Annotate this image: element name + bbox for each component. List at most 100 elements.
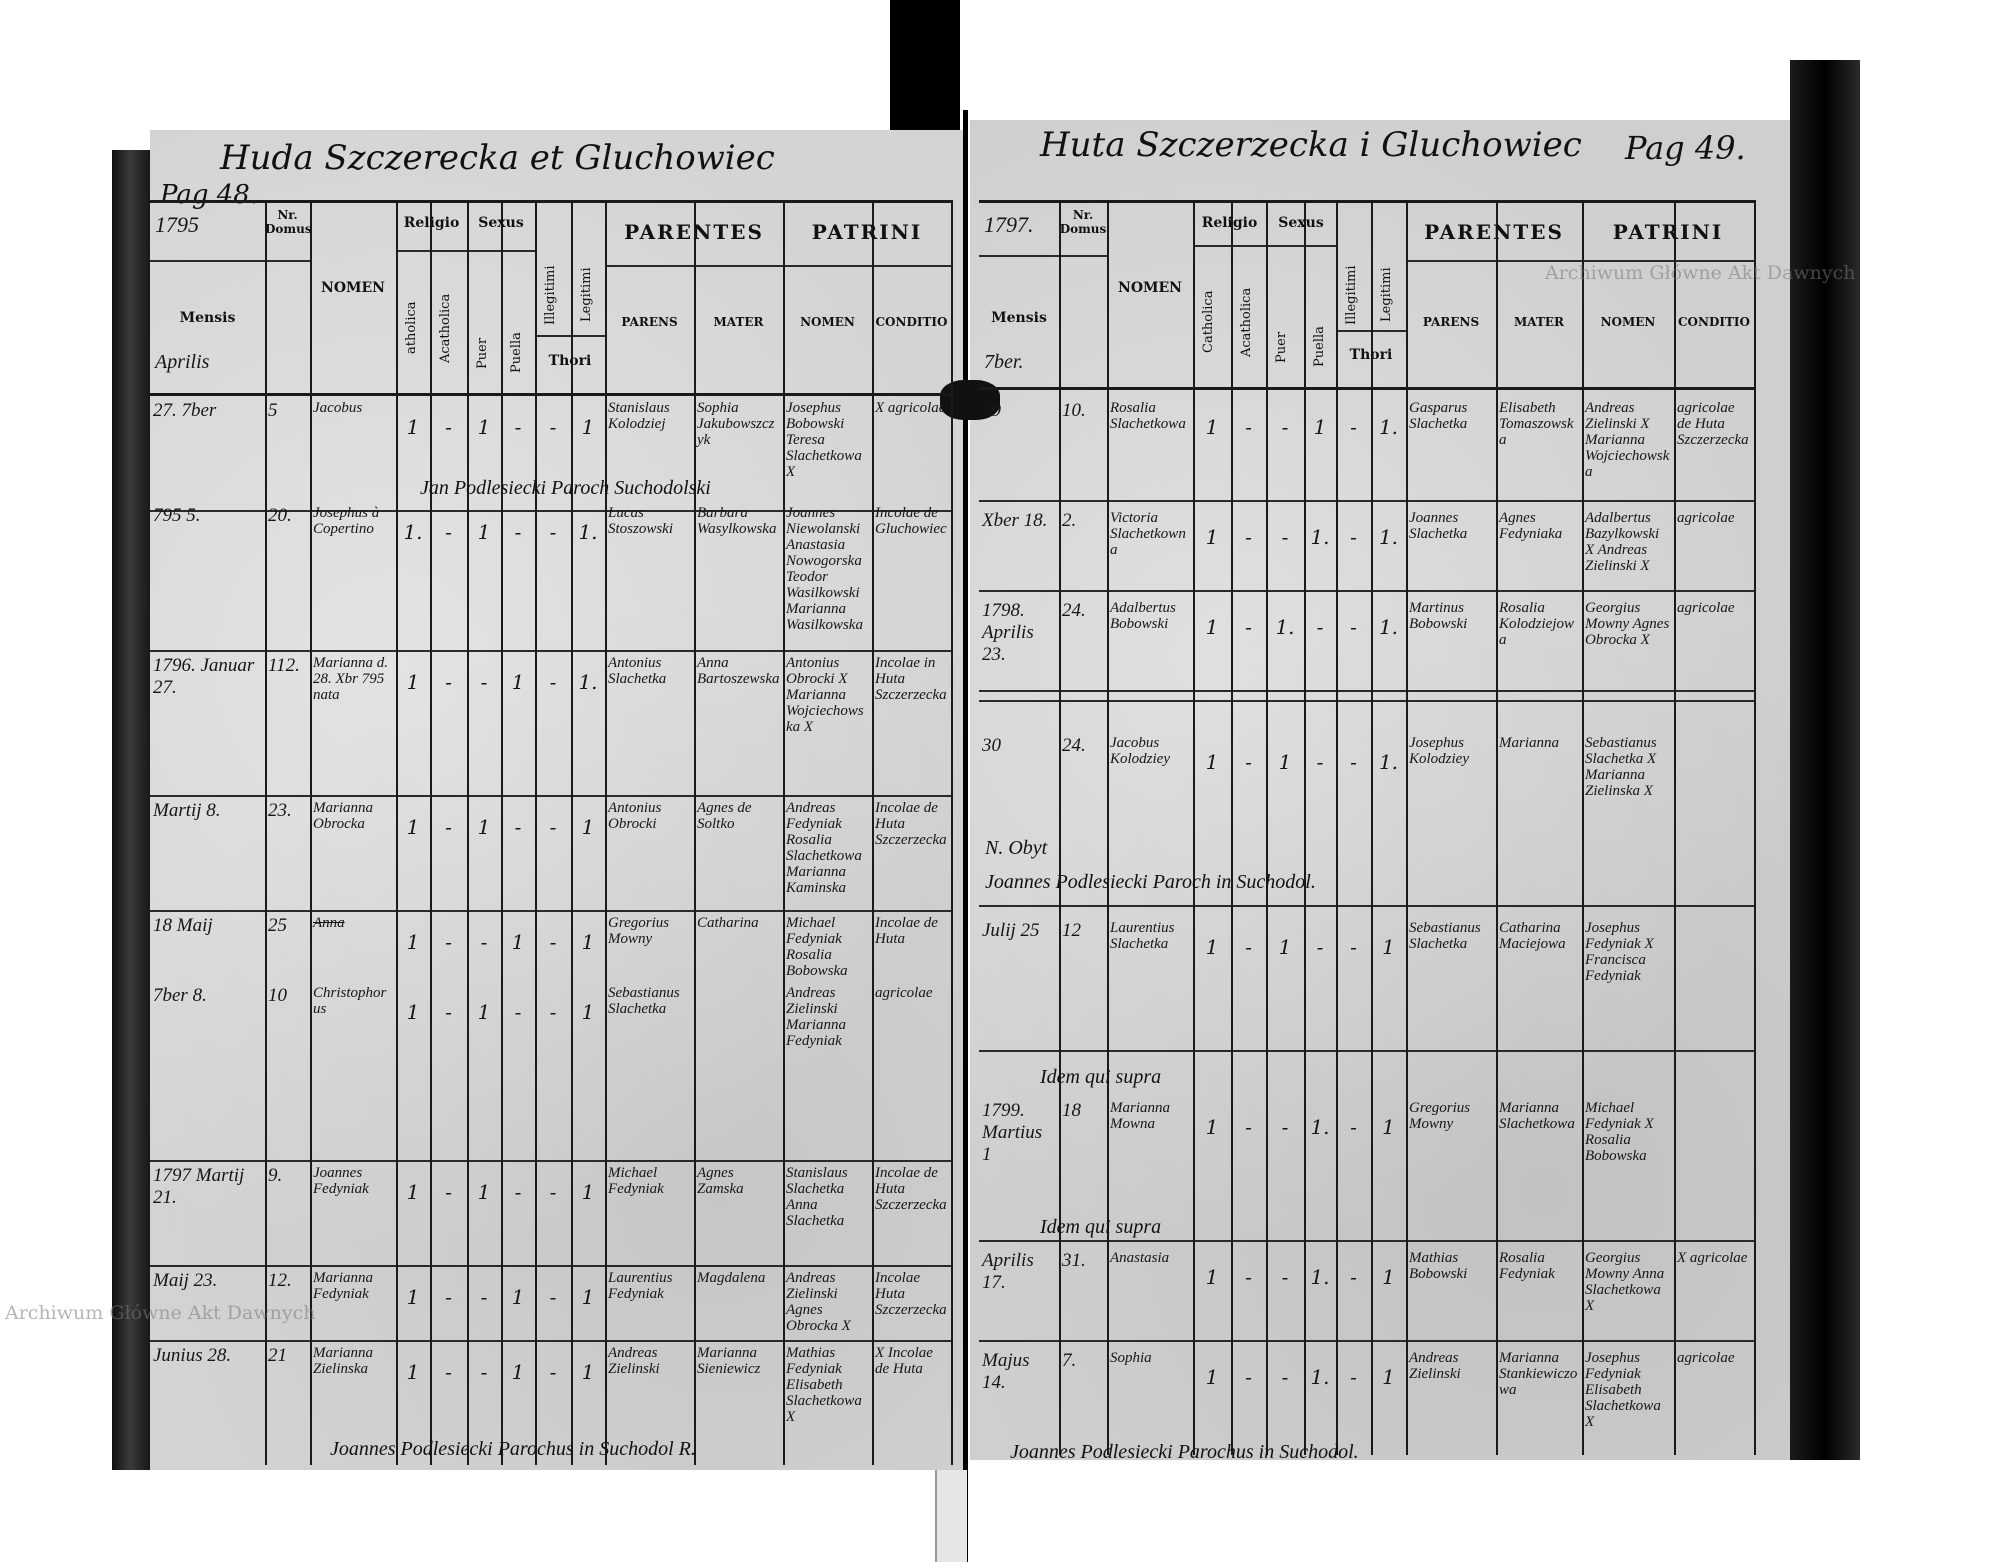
row-divider	[979, 500, 1754, 502]
entry-conditio: X Incolae de Huta	[875, 1345, 933, 1377]
entry-illeg: -	[1350, 415, 1357, 439]
entry-date: 18 Maij	[153, 915, 213, 936]
entry-nr: 10	[268, 985, 287, 1006]
gutter-clip	[890, 0, 960, 130]
column-rule	[1496, 200, 1498, 1455]
entry-cath: 1.	[403, 520, 423, 544]
month-label: Aprilis	[155, 351, 210, 373]
header-mid-rule	[605, 265, 951, 267]
entry-illeg: -	[549, 415, 557, 439]
acatholica-header: Acatholica	[1239, 287, 1254, 357]
row-divider	[979, 905, 1754, 907]
entry-parens: Gregorius Mowny	[1409, 1100, 1471, 1132]
entry-patrini: Josephus Bobowski Teresa Slachetkowa X	[786, 400, 862, 480]
entry-cath: 1	[406, 415, 420, 439]
entry-parens: Andreas Zielinski	[608, 1345, 660, 1377]
row-divider	[979, 690, 1754, 692]
entry-illeg: -	[1350, 1115, 1357, 1139]
conditio-header: CONDITIO	[1678, 315, 1750, 329]
entry-patrini: Joannes Niewolanski Anastasia Nowogorska…	[786, 505, 863, 633]
entry-acath: -	[1245, 525, 1252, 549]
catholica-header: atholica	[404, 301, 419, 355]
annotation-note: N. Obyt	[985, 837, 1048, 859]
entry-puella: 1.	[1310, 525, 1330, 549]
entry-parens: Laurentius Fedyniak	[608, 1270, 673, 1302]
entry-patrini: Michael Fedyniak X Rosalia Bobowska	[1585, 1100, 1654, 1164]
entry-patrini: Adalbertus Bazylkowski X Andreas Zielins…	[1585, 510, 1660, 574]
entry-parens: Antonius Slachetka	[608, 655, 667, 687]
puer-header: Puer	[475, 337, 490, 369]
entry-leg: 1	[581, 415, 595, 439]
entry-leg: 1	[1382, 1265, 1395, 1289]
left-page-number: Pag 48.	[160, 180, 259, 210]
entry-date: Xber 18.	[982, 510, 1048, 531]
entry-leg: 1.	[1378, 525, 1399, 549]
column-rule	[1754, 200, 1756, 1455]
entry-nr: 12.	[268, 1270, 292, 1291]
entry-leg: 1	[1382, 1365, 1395, 1389]
header-bottom-rule	[150, 393, 951, 396]
entry-puella: -	[514, 815, 522, 839]
entry-conditio: Incolae de Huta	[875, 915, 938, 947]
entry-acath: -	[1245, 1265, 1252, 1289]
entry-leg: 1	[581, 1000, 595, 1024]
entry-puella: -	[1316, 750, 1324, 774]
entry-conditio: agricolae de Huta Szczerzecka	[1677, 400, 1749, 448]
entry-patrini: Andreas Zielinski X Marianna Wojciechows…	[1585, 400, 1670, 480]
entry-date: 1798. Aprilis 23.	[982, 600, 1034, 665]
watermark-bottom: Archiwum Główne Akt Dawnych	[5, 1302, 316, 1324]
entry-cath: 1	[1205, 750, 1219, 774]
entry-parens: Stanislaus Kolodziej	[608, 400, 670, 432]
entry-leg: 1	[581, 930, 595, 954]
entry-illeg: -	[1350, 615, 1357, 639]
entry-illeg: -	[549, 520, 557, 544]
entry-date: 7ber 8.	[153, 985, 207, 1006]
entry-nomen: Christophorus	[313, 985, 387, 1017]
book-edge-right	[1790, 60, 1860, 1460]
entry-puella: -	[1316, 615, 1324, 639]
entry-nomen: Laurentius Slachetka	[1110, 920, 1175, 952]
entry-mater: Elisabeth Tomaszowska	[1499, 400, 1574, 448]
entry-leg: 1	[581, 1180, 595, 1204]
header-mid-rule	[1406, 260, 1754, 262]
entry-puer: -	[1281, 1115, 1289, 1139]
entry-cath: 1	[1205, 525, 1219, 549]
column-rule	[694, 200, 696, 1465]
entry-acath: -	[1245, 935, 1252, 959]
entry-nomen: Sophia	[1110, 1350, 1152, 1366]
entry-puer: 1	[1278, 935, 1292, 959]
entry-nomen: Joannes Fedyniak	[313, 1165, 369, 1197]
right-page-number: Pag 49.	[1625, 129, 1746, 167]
entry-cath: 1	[406, 1000, 420, 1024]
entry-puer: 1	[477, 815, 491, 839]
entry-puer: 1	[477, 1180, 491, 1204]
header-mid-rule	[396, 250, 535, 252]
entry-cath: 1	[1205, 415, 1219, 439]
entry-date: Aprilis 17.	[982, 1250, 1034, 1293]
entry-nomen: Anastasia	[1110, 1250, 1170, 1266]
entry-leg: 1	[581, 1285, 595, 1309]
entry-conditio: Incolae de Huta Szczerzecka	[875, 1165, 947, 1213]
mensis-header: Mensis	[179, 310, 236, 326]
parens-header: PARENS	[621, 315, 678, 329]
column-rule	[1406, 200, 1408, 1455]
entry-nr: 9.	[268, 1165, 283, 1186]
entry-nr: 21	[268, 1345, 287, 1366]
header-bottom-rule	[979, 387, 1754, 390]
entry-puer: -	[1281, 525, 1289, 549]
entry-date: Junius 28.	[153, 1345, 232, 1366]
entry-puer: -	[1281, 1365, 1289, 1389]
column-rule	[265, 200, 267, 1465]
entry-parens: Gregorius Mowny	[608, 915, 670, 947]
header-mid-rule	[150, 260, 310, 262]
entry-conditio: agricolae	[1677, 600, 1735, 616]
entry-nr: 23.	[268, 800, 292, 821]
header-mid-rule	[979, 255, 1107, 257]
entry-puer: 1	[477, 520, 491, 544]
row-divider	[150, 910, 951, 912]
entry-acath: -	[1245, 415, 1252, 439]
entry-date: 795 5.	[153, 505, 201, 526]
row-divider	[979, 590, 1754, 592]
entry-date: 30	[982, 735, 1001, 756]
religio-header: Religio	[1201, 215, 1258, 231]
